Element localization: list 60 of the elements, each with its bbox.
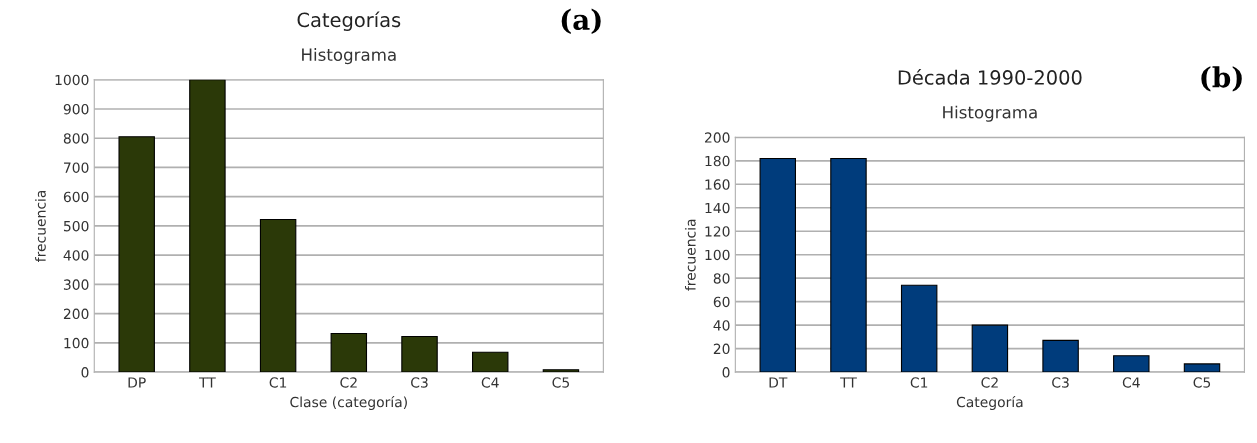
bar — [259, 218, 297, 373]
y-tick-label: 160 — [705, 179, 730, 190]
x-tick-label: TT — [199, 377, 216, 388]
chart-subtitle: Histograma — [302, 48, 396, 65]
y-tick-label: 300 — [63, 279, 89, 290]
x-tick-label: C5 — [552, 377, 569, 388]
x-axis-title: Categoría — [956, 395, 1023, 410]
y-axis-title: frecuencia — [35, 190, 46, 262]
y-tick-label: 600 — [63, 191, 89, 203]
y-tick-label: 1000 — [55, 74, 89, 86]
bar — [900, 284, 938, 373]
y-tick-label: 900 — [63, 103, 89, 115]
y-tick-label: 100 — [705, 249, 730, 261]
x-tick-label: C4 — [1122, 377, 1140, 388]
bar — [401, 335, 438, 373]
text: (a) — [561, 8, 601, 34]
bar — [971, 324, 1009, 373]
bar — [1113, 355, 1150, 373]
chart-title: Categorías — [297, 11, 401, 32]
y-tick-label: 80 — [713, 273, 730, 284]
y-tick-label: 200 — [704, 132, 730, 143]
x-tick-label: DT — [769, 377, 788, 388]
chart-subtitle: Histograma — [943, 105, 1037, 122]
text: (b) — [1201, 66, 1242, 92]
x-tick-label: C1 — [910, 377, 928, 388]
bar — [830, 157, 867, 373]
bar — [471, 351, 509, 373]
bar — [759, 157, 797, 373]
y-tick-label: 180 — [705, 155, 730, 167]
y-tick-label: 800 — [63, 133, 89, 144]
bar — [118, 136, 155, 373]
x-axis-title: Clase (categoría) — [290, 395, 407, 410]
x-tick-label: C2 — [981, 377, 998, 388]
x-tick-label: C4 — [481, 377, 499, 388]
x-tick-label: C3 — [411, 377, 428, 388]
y-tick-label: 40 — [713, 320, 730, 331]
y-tick-label: 100 — [64, 337, 89, 349]
y-tick-label: 120 — [705, 226, 730, 237]
x-tick-label: DP — [128, 377, 146, 388]
bar — [189, 79, 226, 373]
y-tick-label: 20 — [713, 343, 730, 355]
x-tick-label: TT — [840, 377, 857, 388]
x-tick-label: C1 — [269, 377, 287, 388]
y-tick-label: 400 — [63, 250, 89, 261]
y-tick-label: 200 — [63, 308, 89, 320]
y-tick-label: 0 — [81, 367, 89, 378]
bar — [330, 332, 368, 373]
bar — [542, 369, 580, 373]
y-tick-label: 500 — [63, 220, 89, 232]
bar — [1042, 339, 1079, 373]
x-tick-label: C3 — [1052, 377, 1069, 388]
y-axis-title: frecuencia — [684, 219, 696, 291]
y-tick-label: 700 — [64, 162, 89, 173]
y-tick-label: 140 — [705, 202, 730, 214]
x-tick-label: C5 — [1193, 377, 1211, 388]
x-tick-label: C2 — [340, 377, 357, 388]
chart-title: Década 1990-2000 — [898, 69, 1082, 85]
y-tick-label: 60 — [713, 296, 730, 308]
bar — [1183, 363, 1221, 373]
y-tick-label: 0 — [722, 367, 730, 378]
